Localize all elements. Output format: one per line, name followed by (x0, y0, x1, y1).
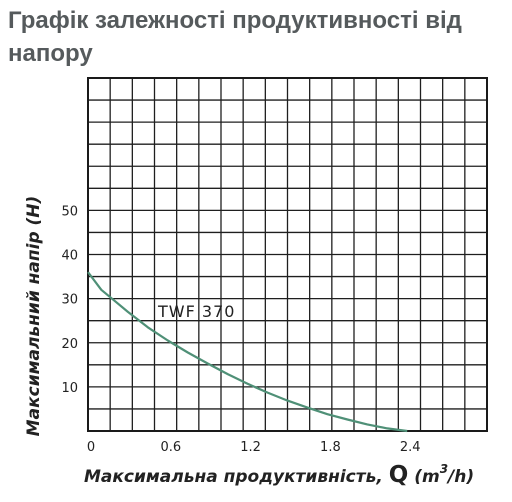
x-tick-label: 0.6 (160, 440, 181, 455)
x-tick-label: 1.2 (240, 440, 261, 455)
y-tick-label: 10 (61, 381, 78, 396)
series-layer (87, 271, 408, 433)
plot-border (87, 77, 488, 432)
chart-title: Графік залежності продуктивності від нап… (8, 7, 462, 67)
y-axis-title: Максимальний напір (H) (24, 196, 44, 437)
grid (88, 78, 487, 431)
x-tick-label: 1.8 (320, 440, 341, 455)
x-tick-label: 2.4 (400, 440, 421, 455)
x-tick-labels: 0 0.6 1.2 1.8 2.4 (87, 440, 421, 455)
x-axis-title-text: Максимальна продуктивність, (84, 467, 389, 487)
y-tick-label: 30 (61, 293, 78, 308)
y-tick-label: 50 (61, 204, 78, 219)
y-tick-label: 20 (61, 337, 78, 352)
x-axis-title-unit-open: (m (408, 467, 439, 487)
y-tick-label: 40 (61, 249, 78, 264)
y-tick-labels: 10 20 30 40 50 (61, 204, 78, 396)
x-axis-title: Максимальна продуктивність, Q (m3/h) (84, 462, 474, 488)
x-axis-title-q: Q (389, 462, 409, 488)
plot-frame (87, 77, 488, 432)
x-axis-title-unit-sup: 3 (440, 462, 448, 476)
series-label-twf-370: TWF 370 (157, 302, 235, 321)
x-tick-label: 0 (87, 440, 95, 455)
series-line-twf-370 (87, 271, 408, 433)
x-axis-title-unit-close: /h) (446, 467, 474, 487)
